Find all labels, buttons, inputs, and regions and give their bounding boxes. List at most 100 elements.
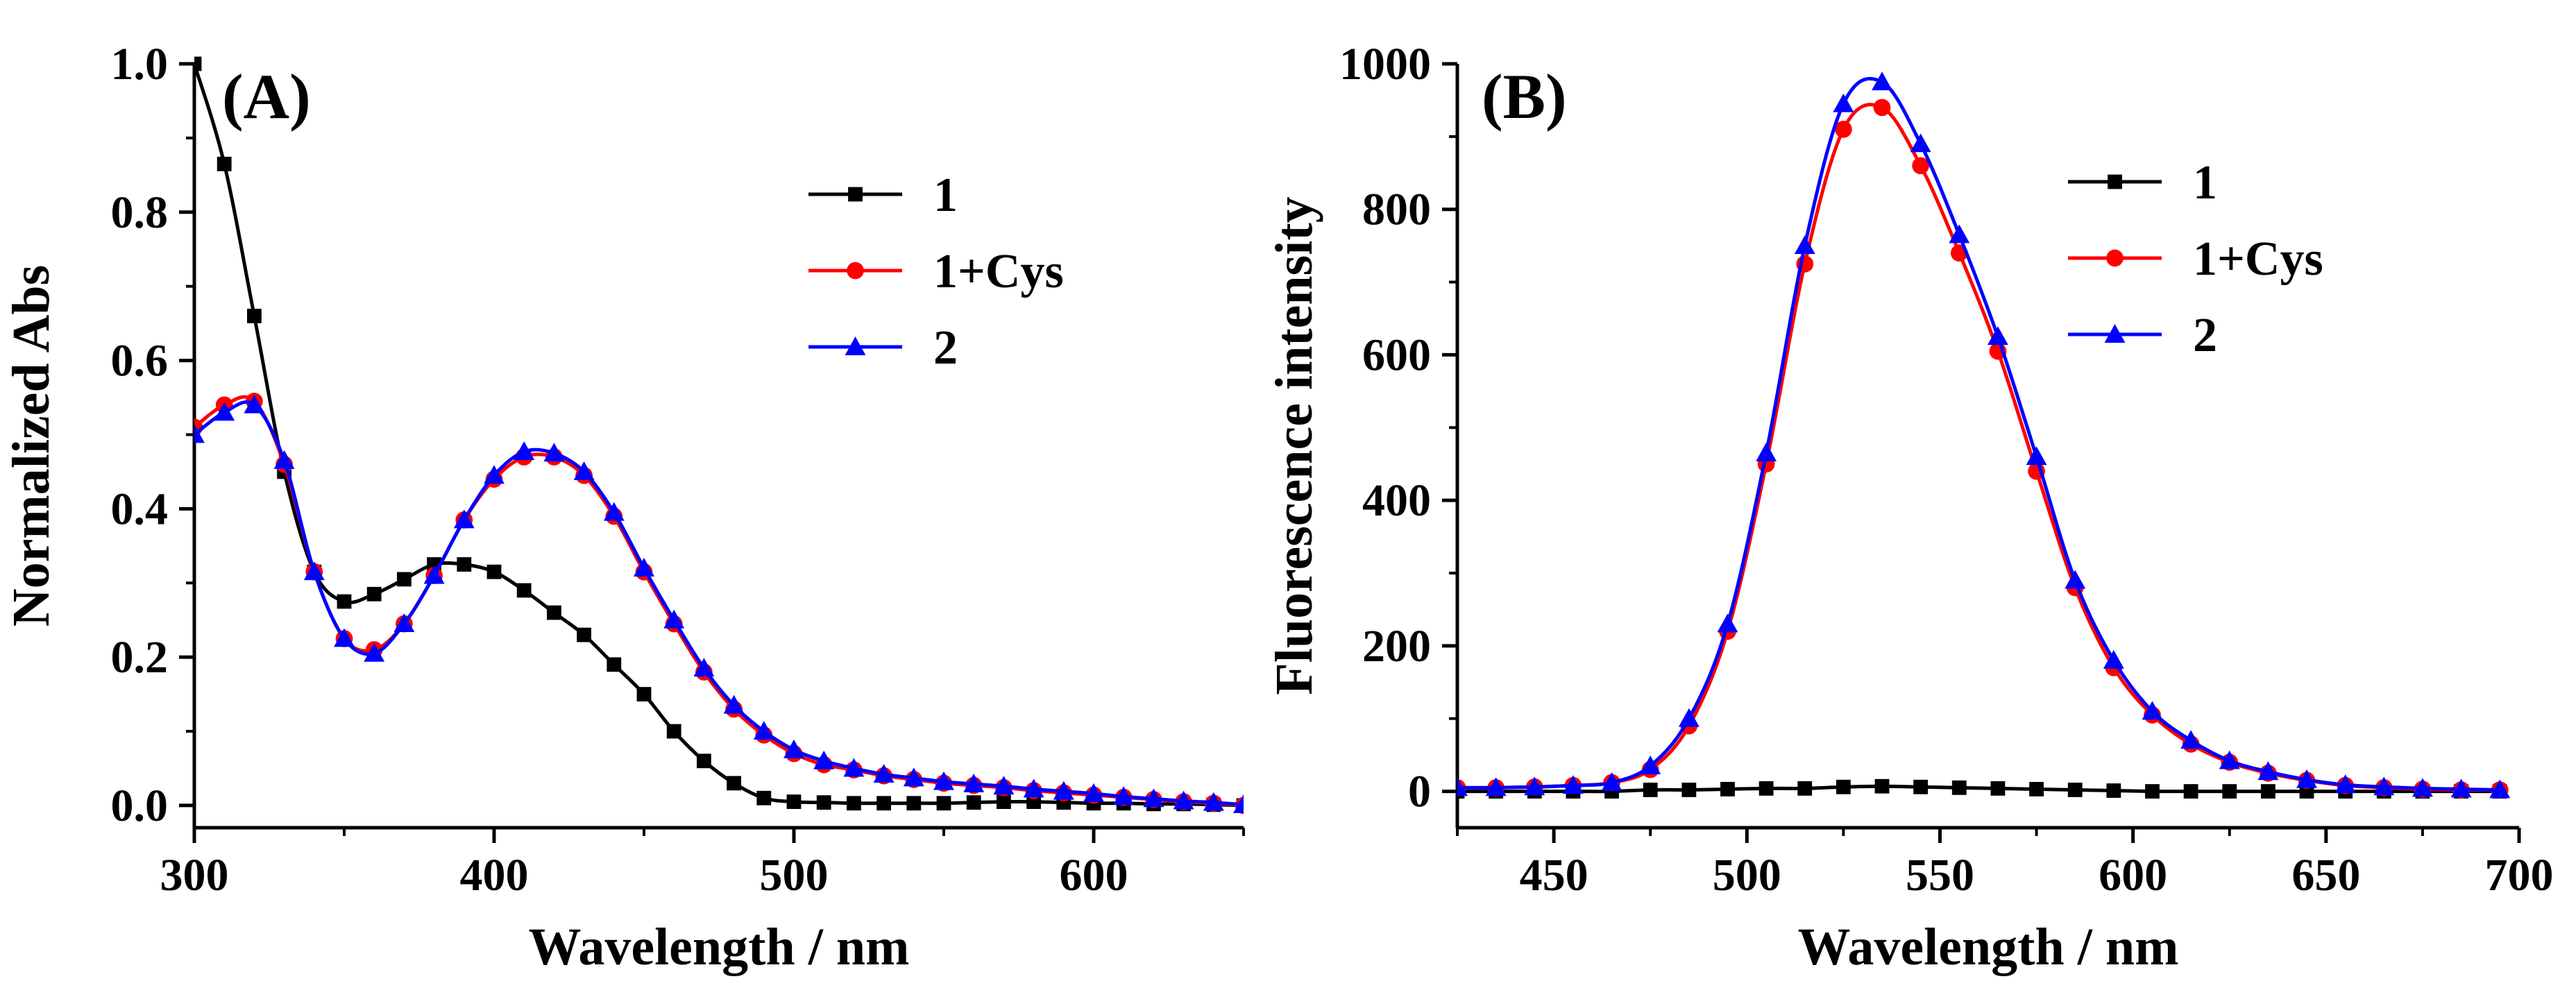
- y-tick-label: 1000: [1339, 39, 1431, 90]
- data-point: [1681, 783, 1697, 797]
- y-tick-label: 0.6: [111, 336, 169, 386]
- data-point: [1913, 779, 1929, 794]
- legend-marker: [2104, 324, 2126, 343]
- data-point: [2219, 750, 2240, 769]
- data-point: [364, 642, 385, 662]
- legend-label: 1+Cys: [933, 245, 1064, 298]
- data-point: [2065, 570, 2086, 589]
- data-point: [697, 753, 711, 769]
- panel-label: (A): [222, 61, 311, 132]
- data-point: [194, 424, 205, 443]
- y-tick-label: 0.2: [111, 632, 169, 683]
- legend-marker: [847, 262, 864, 280]
- data-point: [813, 750, 835, 769]
- y-tick-label: 0.4: [111, 484, 169, 534]
- data-point: [2180, 730, 2202, 749]
- data-point: [1910, 133, 1931, 153]
- data-point: [1562, 775, 1584, 794]
- data-point: [783, 739, 804, 758]
- data-point: [1833, 93, 1854, 112]
- series-1-cys: [1457, 99, 2509, 799]
- series-2: [1457, 71, 2511, 799]
- legend-marker: [845, 336, 866, 355]
- data-point: [1759, 781, 1774, 796]
- data-point: [723, 695, 745, 714]
- series-line: [1457, 784, 2500, 794]
- data-point: [337, 594, 352, 609]
- data-point: [303, 561, 325, 581]
- data-point: [663, 609, 685, 629]
- y-tick-label: 400: [1362, 475, 1431, 526]
- x-tick-label: 500: [1713, 850, 1781, 901]
- data-point: [273, 450, 295, 469]
- data-point: [876, 796, 891, 811]
- data-point: [1601, 772, 1622, 791]
- legend-marker: [2108, 174, 2122, 189]
- x-tick-label: 600: [2099, 850, 2167, 901]
- data-point: [1113, 786, 1135, 806]
- data-point: [1640, 755, 1661, 774]
- data-point: [1053, 781, 1074, 800]
- data-point: [2412, 778, 2433, 797]
- data-point: [2142, 701, 2163, 720]
- data-point: [2103, 649, 2124, 669]
- panel-a: 300 400 500 600 0.0 0.2 0.4 0.6 0.8 1.0 Wavelength…: [2, 39, 1245, 976]
- data-point: [573, 461, 595, 480]
- legend-marker: [848, 187, 863, 202]
- data-point: [873, 764, 895, 783]
- x-axis-label: Wavelength / nm: [1798, 918, 2179, 976]
- data-point: [1173, 790, 1194, 810]
- data-point: [603, 502, 625, 521]
- legend-marker: [2106, 249, 2124, 267]
- data-point: [486, 564, 502, 579]
- data-point: [2026, 446, 2047, 466]
- data-point: [453, 509, 475, 529]
- y-axis-label: Normalized Abs: [2, 265, 60, 627]
- data-point: [1457, 777, 1468, 796]
- data-point: [906, 796, 922, 811]
- y-tick-label: 800: [1362, 185, 1431, 235]
- data-point: [847, 796, 861, 811]
- data-point: [1485, 777, 1507, 796]
- series-line: [1457, 76, 2500, 792]
- data-point: [1203, 792, 1224, 811]
- data-point: [397, 572, 412, 587]
- data-point: [2296, 769, 2317, 788]
- data-point: [963, 773, 985, 792]
- panel-b: 450 500 550 600 650 700 0 200 400 600 800 1000 Wavel…: [1265, 39, 2554, 976]
- data-point: [2373, 776, 2395, 796]
- data-point: [843, 758, 865, 777]
- data-point: [514, 441, 535, 461]
- legend-label: 1: [933, 169, 958, 222]
- data-point: [756, 790, 772, 806]
- x-tick-label: 450: [1520, 850, 1588, 901]
- data-point: [997, 794, 1011, 809]
- data-point: [1949, 224, 1970, 244]
- data-point: [2489, 779, 2511, 799]
- data-point: [2450, 778, 2472, 798]
- data-point: [1756, 443, 1777, 461]
- data-point: [933, 771, 954, 790]
- legend-label: 1+Cys: [2193, 232, 2323, 286]
- x-tick-label: 500: [760, 850, 829, 901]
- data-point: [634, 557, 654, 577]
- data-point: [457, 557, 472, 572]
- data-point: [1794, 235, 1815, 255]
- data-point: [423, 565, 445, 584]
- data-point: [2222, 784, 2237, 799]
- data-point: [1083, 783, 1104, 802]
- data-point: [1717, 613, 1738, 633]
- series-1: [194, 56, 1244, 813]
- data-point: [993, 776, 1015, 795]
- y-tick-label: 200: [1362, 621, 1431, 672]
- data-point: [903, 767, 924, 787]
- data-point: [1143, 788, 1164, 808]
- data-point: [1835, 121, 1852, 138]
- data-point: [2183, 784, 2198, 799]
- data-point: [666, 724, 681, 739]
- data-point: [516, 583, 532, 598]
- data-point: [247, 309, 262, 323]
- data-point: [1643, 783, 1658, 797]
- data-point: [2106, 783, 2121, 798]
- data-point: [1990, 781, 2006, 796]
